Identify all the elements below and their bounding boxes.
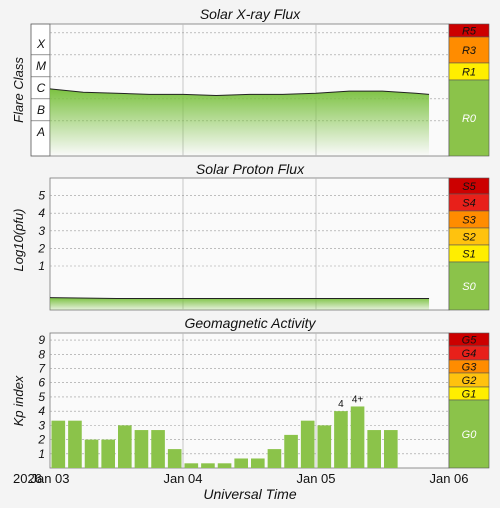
kp-bar (167, 449, 182, 468)
scale-label-g0: G0 (462, 429, 478, 441)
kp-bar (68, 420, 82, 468)
kp-y-tick: 8 (38, 347, 45, 361)
scale-level-r0 (448, 79, 490, 157)
year-label: 2026 (13, 471, 42, 486)
proton-y-tick: 3 (38, 224, 45, 238)
scale-label-r0: R0 (462, 113, 477, 125)
scale-label-s0: S0 (462, 281, 476, 293)
kp-bar (350, 406, 365, 468)
kp-y-tick: 4 (38, 404, 45, 418)
kp-bar (184, 463, 199, 468)
proton-y-tick: 1 (38, 259, 45, 273)
x-tick-label: Jan 05 (296, 471, 335, 486)
scale-label-g4: G4 (462, 348, 477, 360)
xray-y-axis-label: Flare Class (11, 57, 26, 123)
kp-y-tick: 3 (38, 418, 45, 432)
kp-bar (201, 463, 215, 468)
scale-label-s4: S4 (462, 198, 475, 210)
scale-label-g3: G3 (462, 362, 478, 374)
geomag-plot-area (49, 332, 450, 469)
kp-y-tick: 1 (38, 447, 45, 461)
flare-class-tick: A (36, 125, 45, 139)
scale-level-g0 (448, 399, 490, 469)
kp-bar (367, 430, 381, 468)
kp-data-label: 4+ (352, 394, 364, 405)
proton-y-tick: 2 (37, 241, 45, 255)
kp-bar (84, 439, 99, 468)
flare-class-tick: C (37, 81, 46, 95)
xray-title: Solar X-ray Flux (200, 6, 301, 22)
xray-flux-area (50, 88, 430, 156)
scale-label-s3: S3 (462, 215, 476, 227)
kp-bar (267, 449, 282, 468)
scale-level-s0 (448, 261, 490, 311)
proton-y-tick: 5 (38, 189, 45, 203)
kp-y-tick: 5 (38, 390, 45, 404)
scale-label-g2: G2 (462, 375, 477, 387)
kp-bar (334, 411, 348, 468)
kp-bar (151, 430, 165, 468)
scale-label-r1: R1 (462, 67, 476, 79)
geomag-title: Geomagnetic Activity (185, 315, 317, 331)
kp-y-tick: 2 (37, 433, 45, 447)
kp-bar (118, 425, 132, 468)
scale-label-s2: S2 (462, 232, 475, 244)
kp-y-tick: 6 (38, 376, 45, 390)
scale-label-s5: S5 (462, 181, 476, 193)
kp-bar (317, 425, 332, 468)
proton-plot-area (49, 177, 450, 311)
kp-y-tick: 9 (38, 333, 45, 347)
kp-bar (217, 463, 232, 468)
x-axis-label: Universal Time (203, 486, 296, 502)
flare-class-tick: B (37, 103, 45, 117)
kp-bar (134, 430, 149, 468)
proton-y-axis-label: Log10(pfu) (11, 209, 26, 272)
kp-y-tick: 7 (38, 362, 46, 376)
proton-title: Solar Proton Flux (196, 161, 305, 177)
kp-bar (234, 458, 248, 468)
flare-class-tick: X (36, 37, 46, 51)
proton-flux-area (50, 297, 430, 310)
kp-bar (251, 458, 265, 468)
scale-label-g5: G5 (462, 335, 478, 347)
proton-flux-line (49, 297, 430, 300)
kp-bar (284, 434, 298, 468)
kp-data-label: 4 (338, 399, 344, 410)
geomag-y-axis-label: Kp index (11, 375, 26, 426)
kp-bar (101, 439, 115, 468)
scale-label-s1: S1 (462, 249, 475, 261)
x-tick-label: Jan 03 (30, 471, 69, 486)
x-tick-label: Jan 06 (429, 471, 468, 486)
scale-level-r3 (448, 36, 490, 64)
scale-label-g1: G1 (462, 389, 477, 401)
kp-bar (51, 420, 66, 468)
xray-flux-line (49, 88, 430, 97)
scale-label-r3: R3 (462, 45, 477, 57)
flare-class-tick: M (36, 59, 46, 73)
proton-y-tick: 4 (38, 206, 45, 220)
kp-bar (384, 430, 398, 468)
kp-bar (300, 420, 315, 468)
x-tick-label: Jan 04 (163, 471, 202, 486)
scale-label-r5: R5 (462, 26, 477, 38)
